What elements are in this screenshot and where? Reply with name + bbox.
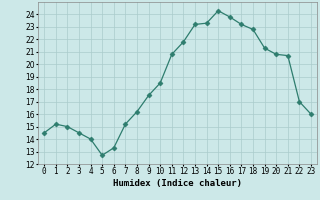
X-axis label: Humidex (Indice chaleur): Humidex (Indice chaleur) — [113, 179, 242, 188]
